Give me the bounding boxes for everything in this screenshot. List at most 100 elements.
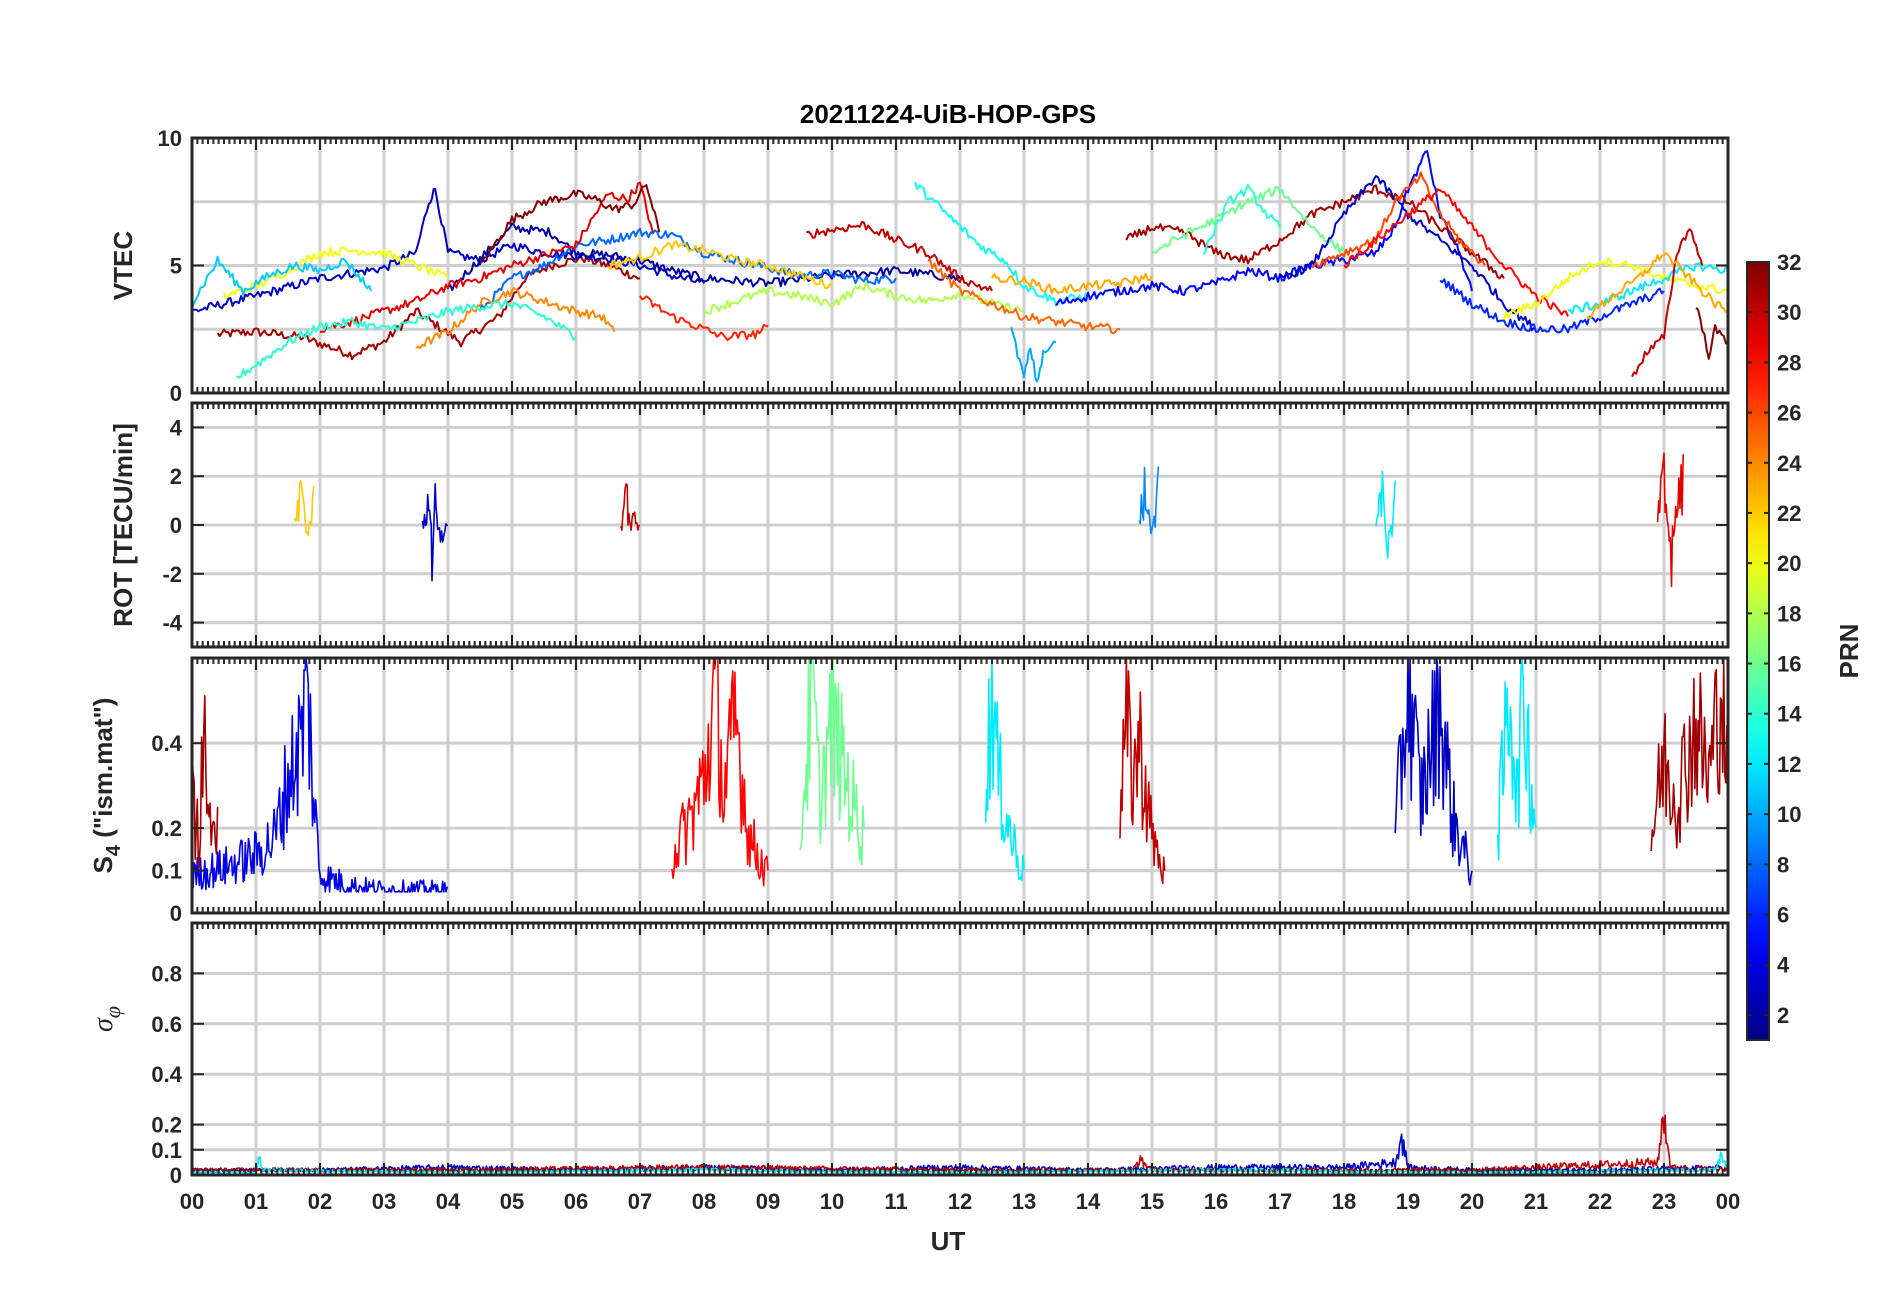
x-tick-label: 17 — [1268, 1189, 1292, 1214]
colorbar-label: PRN — [1834, 624, 1864, 679]
x-tick-label: 23 — [1652, 1189, 1676, 1214]
y-tick-label: 0 — [170, 1163, 182, 1188]
series-prn-31-19 — [1125, 184, 1505, 280]
series-prn-28-2 — [671, 658, 769, 887]
x-tick-label: 21 — [1524, 1189, 1548, 1214]
y-tick-label: 0 — [170, 381, 182, 406]
series-group — [293, 452, 1684, 588]
series-prn-31-1 — [192, 694, 219, 869]
series-prn-30-5 — [1119, 658, 1166, 885]
series-group — [192, 658, 1728, 893]
x-tick-label: 06 — [564, 1189, 588, 1214]
colorbar-tick-label: 2 — [1777, 1003, 1789, 1028]
y-tick-label: -2 — [162, 562, 182, 587]
series-prn-30-13 — [806, 221, 993, 292]
x-tick-label: 11 — [884, 1189, 907, 1214]
series-prn-24-6 — [415, 287, 616, 349]
series-prn-10-17 — [1010, 326, 1057, 383]
colorbar-tick-label: 16 — [1777, 652, 1801, 677]
x-tick-label: 19 — [1396, 1189, 1420, 1214]
chart-title: 20211224-UiB-HOP-GPS — [800, 99, 1096, 129]
y-tick-label: 0.4 — [151, 731, 182, 756]
y-tick-label: 4 — [170, 415, 183, 440]
y-tick-label: 0 — [170, 513, 182, 538]
series-prn-6-25 — [1439, 278, 1665, 334]
series-prn-20-7 — [223, 246, 449, 300]
x-tick-label: 04 — [436, 1189, 461, 1214]
series-prn-12-27 — [1567, 261, 1728, 315]
y-tick-label: 0.6 — [151, 1012, 182, 1037]
y-tick-label: 0.2 — [151, 1113, 182, 1138]
colorbar-tick-label: 30 — [1777, 300, 1801, 325]
panel-s4: 0 0.1 0.2 0.4 S4 ("ism.mat") — [88, 656, 1730, 926]
y-tick-label: 5 — [170, 254, 182, 279]
y-tick-label: 0 — [170, 901, 182, 926]
series-prn-26-23 — [1311, 171, 1486, 269]
x-tick-label: 00 — [1716, 1189, 1740, 1214]
y-axis-label: S4 ("ism.mat") — [88, 698, 125, 874]
series-prn-12-7 — [1496, 658, 1537, 861]
series-prn-12-4 — [984, 658, 1025, 882]
y-tick-label: 0.1 — [151, 1138, 182, 1163]
x-tick-label: 02 — [308, 1189, 332, 1214]
series-prn-32-5 — [479, 184, 661, 263]
series-prn-30-1 — [620, 483, 641, 531]
x-tick-label: 09 — [756, 1189, 780, 1214]
series-prn-14-21 — [1202, 183, 1281, 255]
colorbar-bar — [1746, 261, 1770, 1041]
x-tick-label: 12 — [948, 1189, 972, 1214]
colorbar-tick-label: 12 — [1777, 752, 1801, 777]
series-prn-31-8 — [1650, 658, 1728, 852]
series-prn-11-9 — [192, 255, 373, 309]
series-prn-16-3 — [799, 658, 865, 866]
series-prn-27-12 — [639, 295, 769, 342]
x-tick-label: 15 — [1140, 1189, 1164, 1214]
x-tick-label: 05 — [500, 1189, 524, 1214]
colorbar-tick-label: 8 — [1777, 852, 1789, 877]
series-prn-14-8 — [236, 298, 577, 379]
y-axis-label: VTEC — [108, 231, 138, 301]
x-axis-label: UT — [931, 1226, 966, 1256]
colorbar-tick-label: 28 — [1777, 350, 1801, 375]
series-prn-4-0 — [192, 658, 449, 893]
colorbar-tick-label: 4 — [1777, 953, 1790, 978]
colorbar-tick-label: 10 — [1777, 802, 1801, 827]
series-prn-20-26 — [1503, 256, 1728, 321]
panel-sigma_phi: 00.10.2 0.4 0.6 0.8 σφ — [88, 921, 1730, 1188]
y-tick-label: 10 — [158, 126, 182, 151]
series-prn-23-16 — [991, 272, 1153, 295]
series-prn-28-24 — [1343, 188, 1569, 317]
series-prn-22-4 — [293, 480, 315, 537]
series-prn-18-11 — [703, 281, 1025, 315]
y-tick-label: -4 — [162, 611, 182, 636]
colorbar-tick-label: 6 — [1777, 903, 1789, 928]
series-prn-32-29 — [1695, 307, 1728, 360]
y-axis-label: ROT [TECU/min] — [108, 423, 138, 627]
series-prn-29-4 — [319, 181, 654, 334]
series-prn-3-22 — [1279, 175, 1537, 332]
colorbar-tick-label: 14 — [1777, 702, 1802, 727]
x-tick-label: 18 — [1332, 1189, 1356, 1214]
x-tick-label: 20 — [1460, 1189, 1484, 1214]
series-prn-29-3 — [1656, 452, 1684, 588]
y-tick-label: 0.2 — [151, 816, 182, 841]
panel-vtec: 0 5 10 VTEC — [108, 126, 1730, 406]
colorbar-tick-label: 22 — [1777, 501, 1801, 526]
colorbar-tick-label: 18 — [1777, 601, 1801, 626]
series-prn-8-3 — [479, 227, 897, 311]
series-prn-23-30 — [1586, 252, 1728, 320]
y-axis-label: σφ — [88, 1006, 125, 1032]
colorbar-tick-label: 32 — [1777, 250, 1801, 275]
series-prn-22-10 — [607, 240, 833, 290]
colorbar-tick-label: 20 — [1777, 551, 1801, 576]
x-tick-label: 14 — [1076, 1189, 1101, 1214]
series-prn-3-0 — [421, 482, 449, 582]
y-tick-label: 2 — [170, 464, 182, 489]
series-prn-30-28 — [1631, 228, 1704, 378]
y-tick-label: 0.8 — [151, 961, 182, 986]
x-tick-label: 10 — [820, 1189, 844, 1214]
series-prn-12-5 — [1375, 470, 1396, 559]
